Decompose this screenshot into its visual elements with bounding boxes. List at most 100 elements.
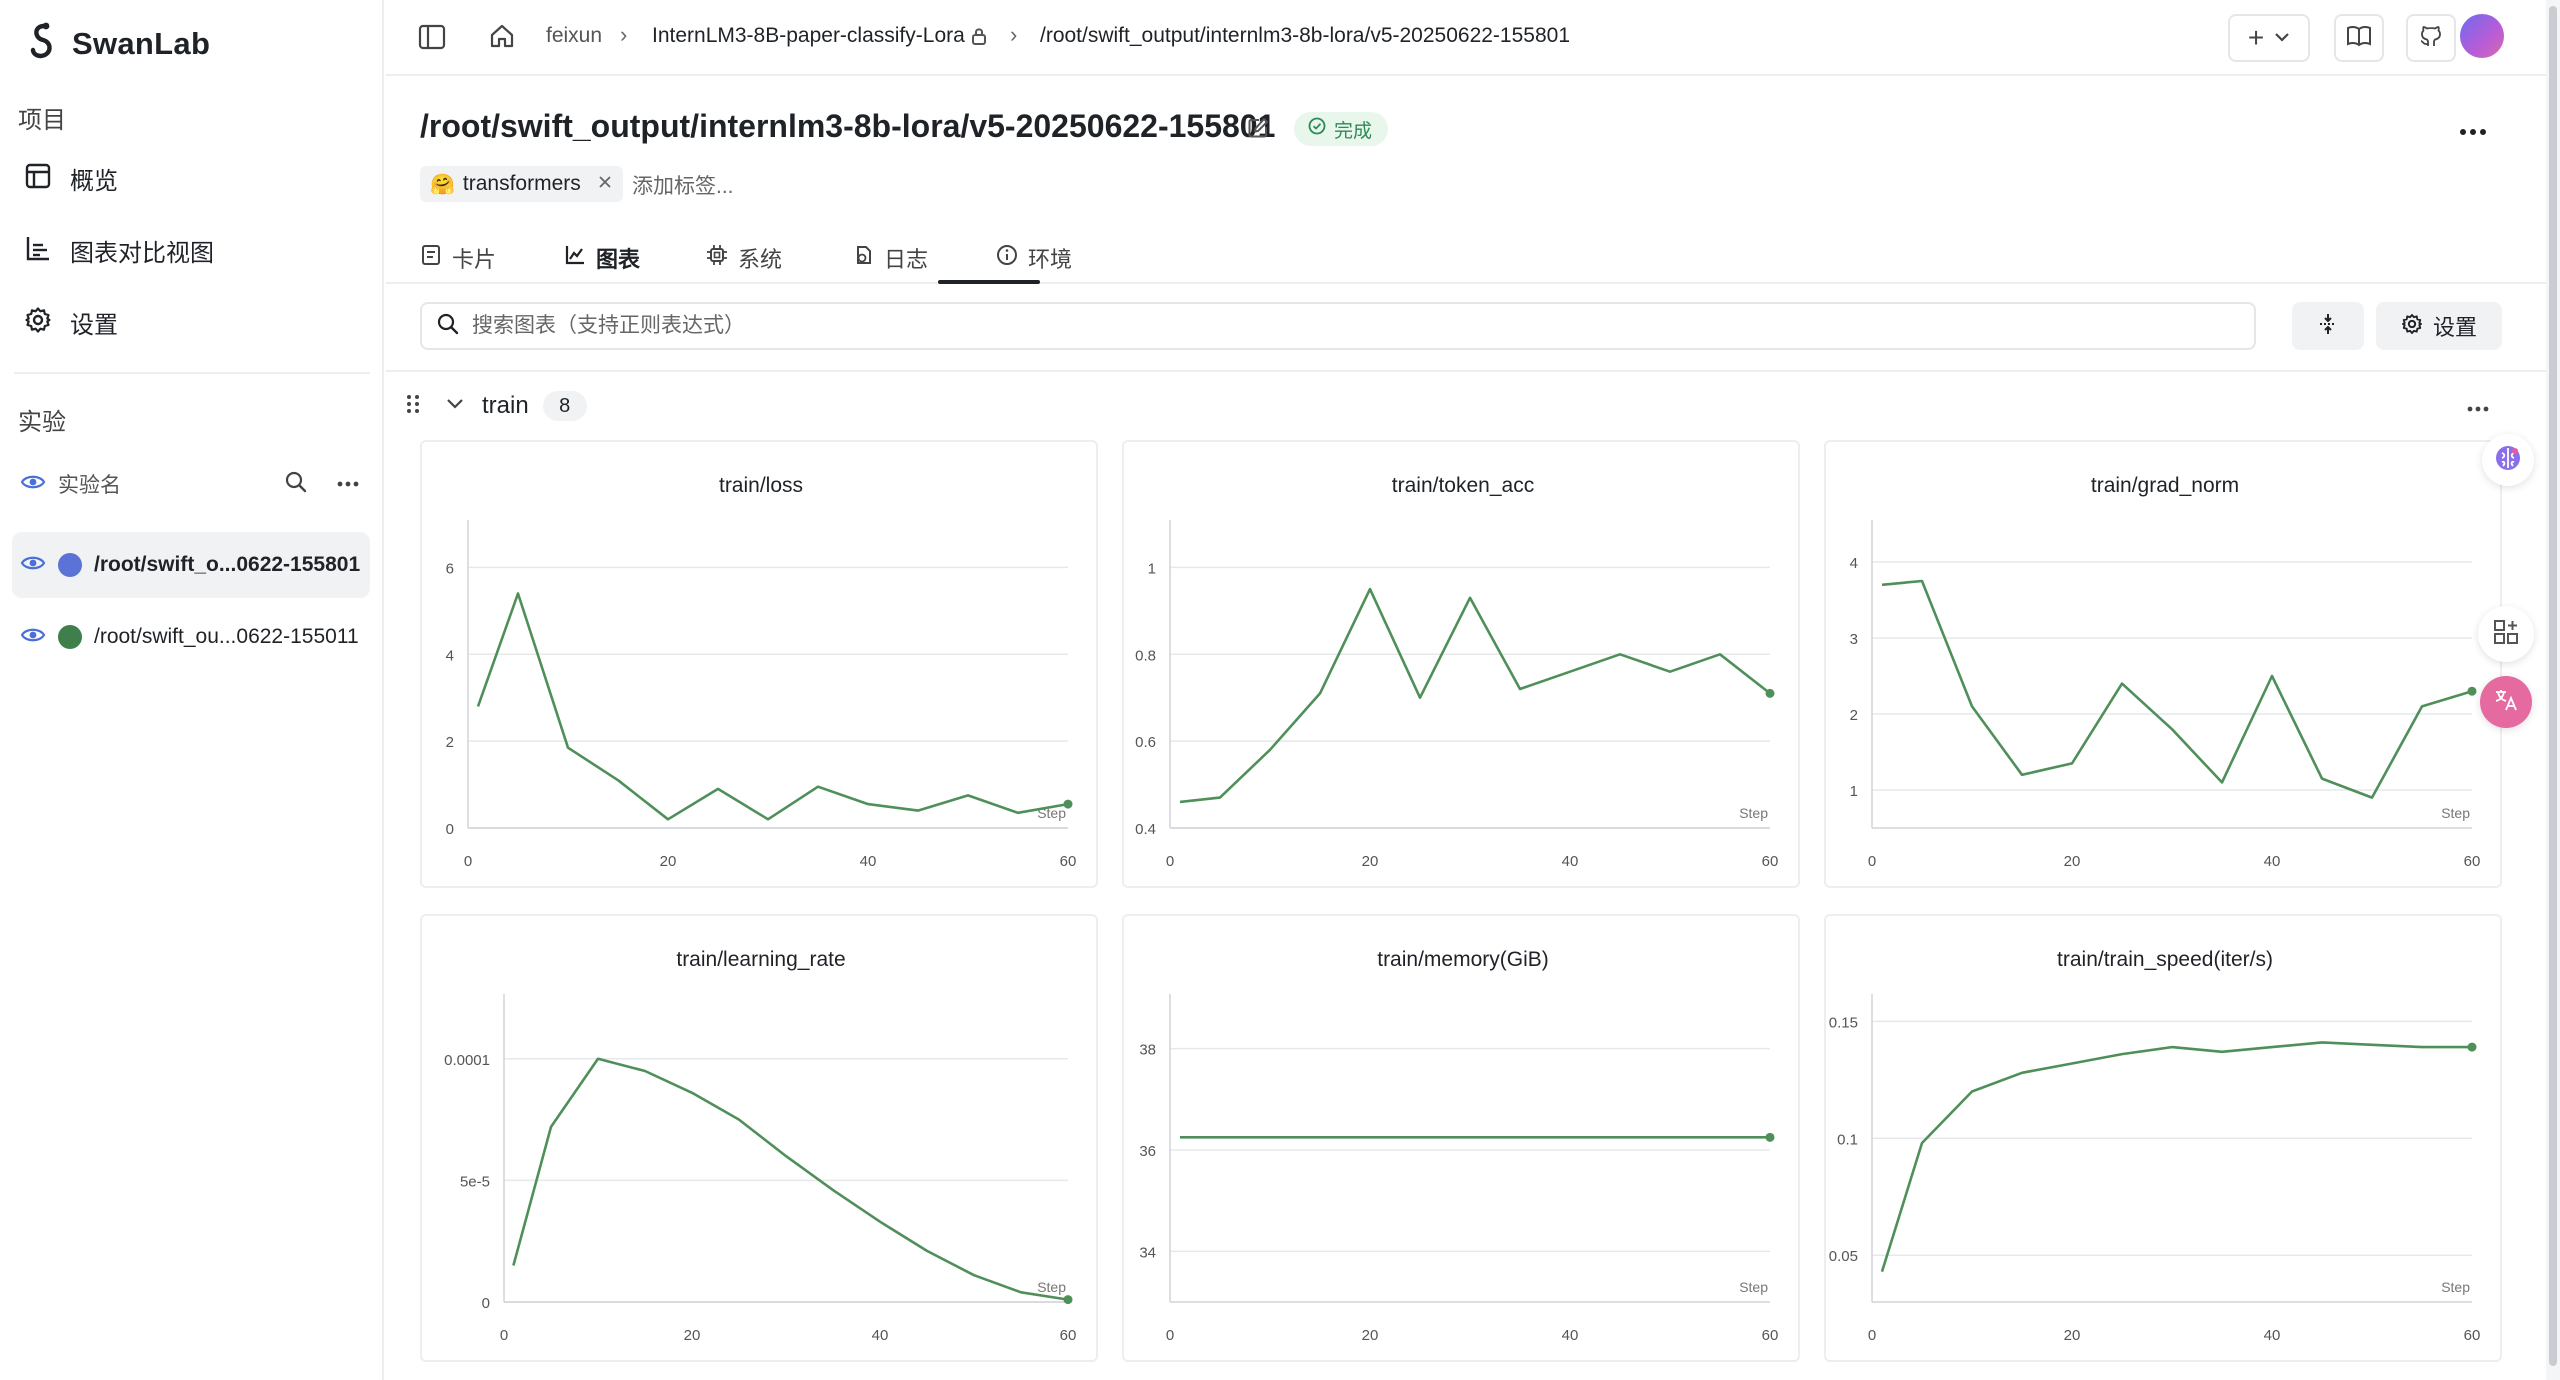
- lock-icon: [970, 26, 988, 51]
- chart-card-train-speed[interactable]: train/train_speed(iter/s) 0.05 0.1 0.15 0 20 4…: [1824, 914, 2502, 1362]
- chart-card-train-learning-rate[interactable]: train/learning_rate 0 5e-5 0.0001 0 20 40 60 Ste…: [420, 914, 1098, 1362]
- settings-button[interactable]: 设置: [2376, 302, 2502, 350]
- x-axis-label: Step: [2441, 805, 2470, 821]
- translate-button[interactable]: [2480, 676, 2532, 728]
- tab-environment[interactable]: 环境: [996, 232, 1072, 284]
- x-tick-label: 60: [1060, 1327, 1077, 1344]
- series-line: [1881, 579, 2473, 799]
- chart-card-train-loss[interactable]: train/loss 0 2 4 6 0 20 40 60 Step: [420, 440, 1098, 888]
- experiment-item-155011[interactable]: /root/swift_ou...0622-155011: [12, 604, 370, 670]
- table-icon: [24, 162, 52, 195]
- sidebar-item-overview[interactable]: 概览: [14, 146, 370, 210]
- drag-handle-icon[interactable]: [406, 393, 420, 420]
- chart-card-train-grad-norm[interactable]: train/grad_norm 1 2 3 4 0 20 40 60 Step: [1824, 440, 2502, 888]
- experiment-item-155801[interactable]: /root/swift_o...0622-155801: [12, 532, 370, 598]
- github-button[interactable]: [2406, 14, 2456, 62]
- x-tick-label: 0: [1166, 1327, 1174, 1344]
- ai-assistant-button[interactable]: [2482, 434, 2534, 486]
- tab-logs[interactable]: 日志: [852, 232, 928, 284]
- more-icon[interactable]: [336, 475, 360, 493]
- qr-code-button[interactable]: [2478, 606, 2534, 662]
- last-point-marker: [2467, 686, 2477, 696]
- add-tag-input[interactable]: 添加标签...: [632, 175, 734, 198]
- chart-title: train/loss: [719, 474, 803, 497]
- qr-code-icon: [2492, 618, 2520, 651]
- info-icon: [996, 244, 1018, 272]
- scrollbar-thumb[interactable]: [2549, 6, 2557, 1366]
- chevron-right-icon: ›: [620, 22, 628, 47]
- cpu-icon: [706, 244, 728, 272]
- breadcrumb-run[interactable]: /root/swift_output/internlm3-8b-lora/v5-…: [1040, 24, 1570, 47]
- y-tick-label: 3: [1850, 631, 1858, 648]
- chart-card-train-memory[interactable]: train/memory(GiB) 34 36 38 0 20 40 60 Step: [1122, 914, 1800, 1362]
- collapse-icon: [2316, 312, 2340, 341]
- more-icon[interactable]: [2466, 400, 2490, 418]
- chart-train-token-acc: train/token_acc 0.4 0.6 0.8 1 0 20 40 60 Step: [1135, 474, 1778, 870]
- gear-icon: [2401, 313, 2423, 340]
- tabs: 卡片 图表 系统 日志 环境: [386, 226, 2560, 284]
- sidebar-toggle-icon[interactable]: [418, 24, 446, 55]
- chart-search-input[interactable]: [472, 314, 2172, 338]
- y-tick-label: 2: [1850, 707, 1858, 724]
- tab-card[interactable]: 卡片: [420, 232, 496, 284]
- y-tick-label: 1: [1850, 783, 1858, 800]
- tab-label: 日志: [884, 247, 929, 272]
- tab-label: 系统: [738, 247, 783, 272]
- y-tick-label: 34: [1139, 1244, 1156, 1261]
- docs-button[interactable]: [2334, 14, 2384, 62]
- chart-card-train-token-acc[interactable]: train/token_acc 0.4 0.6 0.8 1 0 20 40 60 Step: [1122, 440, 1800, 888]
- experiment-color-dot[interactable]: [58, 625, 82, 649]
- sidebar-item-settings[interactable]: 设置: [14, 290, 370, 354]
- close-icon[interactable]: [597, 174, 613, 195]
- chart-group-header[interactable]: train 8: [406, 386, 587, 426]
- series-line: [1880, 1041, 2472, 1272]
- y-tick-label: 4: [1850, 555, 1858, 572]
- x-tick-label: 20: [1362, 853, 1379, 870]
- breadcrumb-user[interactable]: feixun: [546, 24, 603, 47]
- chart-title: train/grad_norm: [2091, 474, 2239, 497]
- chevron-down-icon: [2274, 29, 2290, 47]
- chart-train-speed: train/train_speed(iter/s) 0.05 0.1 0.15 0 20 4…: [1829, 948, 2481, 1344]
- edit-icon[interactable]: [1246, 116, 1270, 145]
- chevron-down-icon[interactable]: [446, 397, 464, 415]
- sidebar-item-label: 概览: [70, 167, 118, 195]
- avatar[interactable]: [2460, 14, 2504, 58]
- search-icon[interactable]: [284, 470, 308, 499]
- status-text: 完成: [1334, 120, 1373, 142]
- breadcrumb-project[interactable]: InternLM3-8B-paper-classify-Lora: [652, 24, 965, 47]
- brand[interactable]: SwanLab: [26, 22, 210, 65]
- x-tick-label: 0: [464, 853, 472, 870]
- chart-group-count: 8: [542, 391, 587, 421]
- sidebar-item-chart-compare[interactable]: 图表对比视图: [14, 218, 370, 282]
- y-tick-label: 36: [1139, 1143, 1156, 1160]
- eye-icon[interactable]: [20, 553, 46, 578]
- y-tick-label: 38: [1139, 1042, 1156, 1059]
- x-tick-label: 40: [2264, 1327, 2281, 1344]
- y-tick-label: 0.4: [1135, 821, 1156, 838]
- x-tick-label: 0: [1868, 1327, 1876, 1344]
- chart-group-name: train: [482, 392, 529, 419]
- home-icon[interactable]: [488, 22, 516, 55]
- x-tick-label: 20: [2064, 853, 2081, 870]
- x-tick-label: 0: [500, 1327, 508, 1344]
- x-tick-label: 40: [860, 853, 877, 870]
- more-icon[interactable]: [2458, 124, 2488, 142]
- x-tick-label: 40: [2264, 853, 2281, 870]
- project-section-label: 项目: [18, 107, 66, 134]
- collapse-button[interactable]: [2292, 302, 2364, 350]
- page-scrollbar[interactable]: [2546, 0, 2560, 1380]
- eye-icon[interactable]: [20, 472, 46, 497]
- tab-system[interactable]: 系统: [706, 232, 782, 284]
- experiment-search-placeholder[interactable]: 实验名: [58, 474, 121, 497]
- y-tick-label: 4: [446, 647, 454, 664]
- series-line: [512, 1057, 1069, 1301]
- tab-charts[interactable]: 图表: [564, 232, 640, 284]
- experiment-color-dot[interactable]: [58, 553, 82, 577]
- new-dropdown-button[interactable]: +: [2228, 14, 2310, 62]
- sidebar-divider: [14, 372, 370, 374]
- eye-icon[interactable]: [20, 625, 46, 650]
- experiments-section-label: 实验: [18, 409, 66, 436]
- chart-search-box[interactable]: [420, 302, 2256, 350]
- tag-chip[interactable]: 🤗 transformers: [420, 166, 623, 202]
- x-tick-label: 60: [1762, 1327, 1779, 1344]
